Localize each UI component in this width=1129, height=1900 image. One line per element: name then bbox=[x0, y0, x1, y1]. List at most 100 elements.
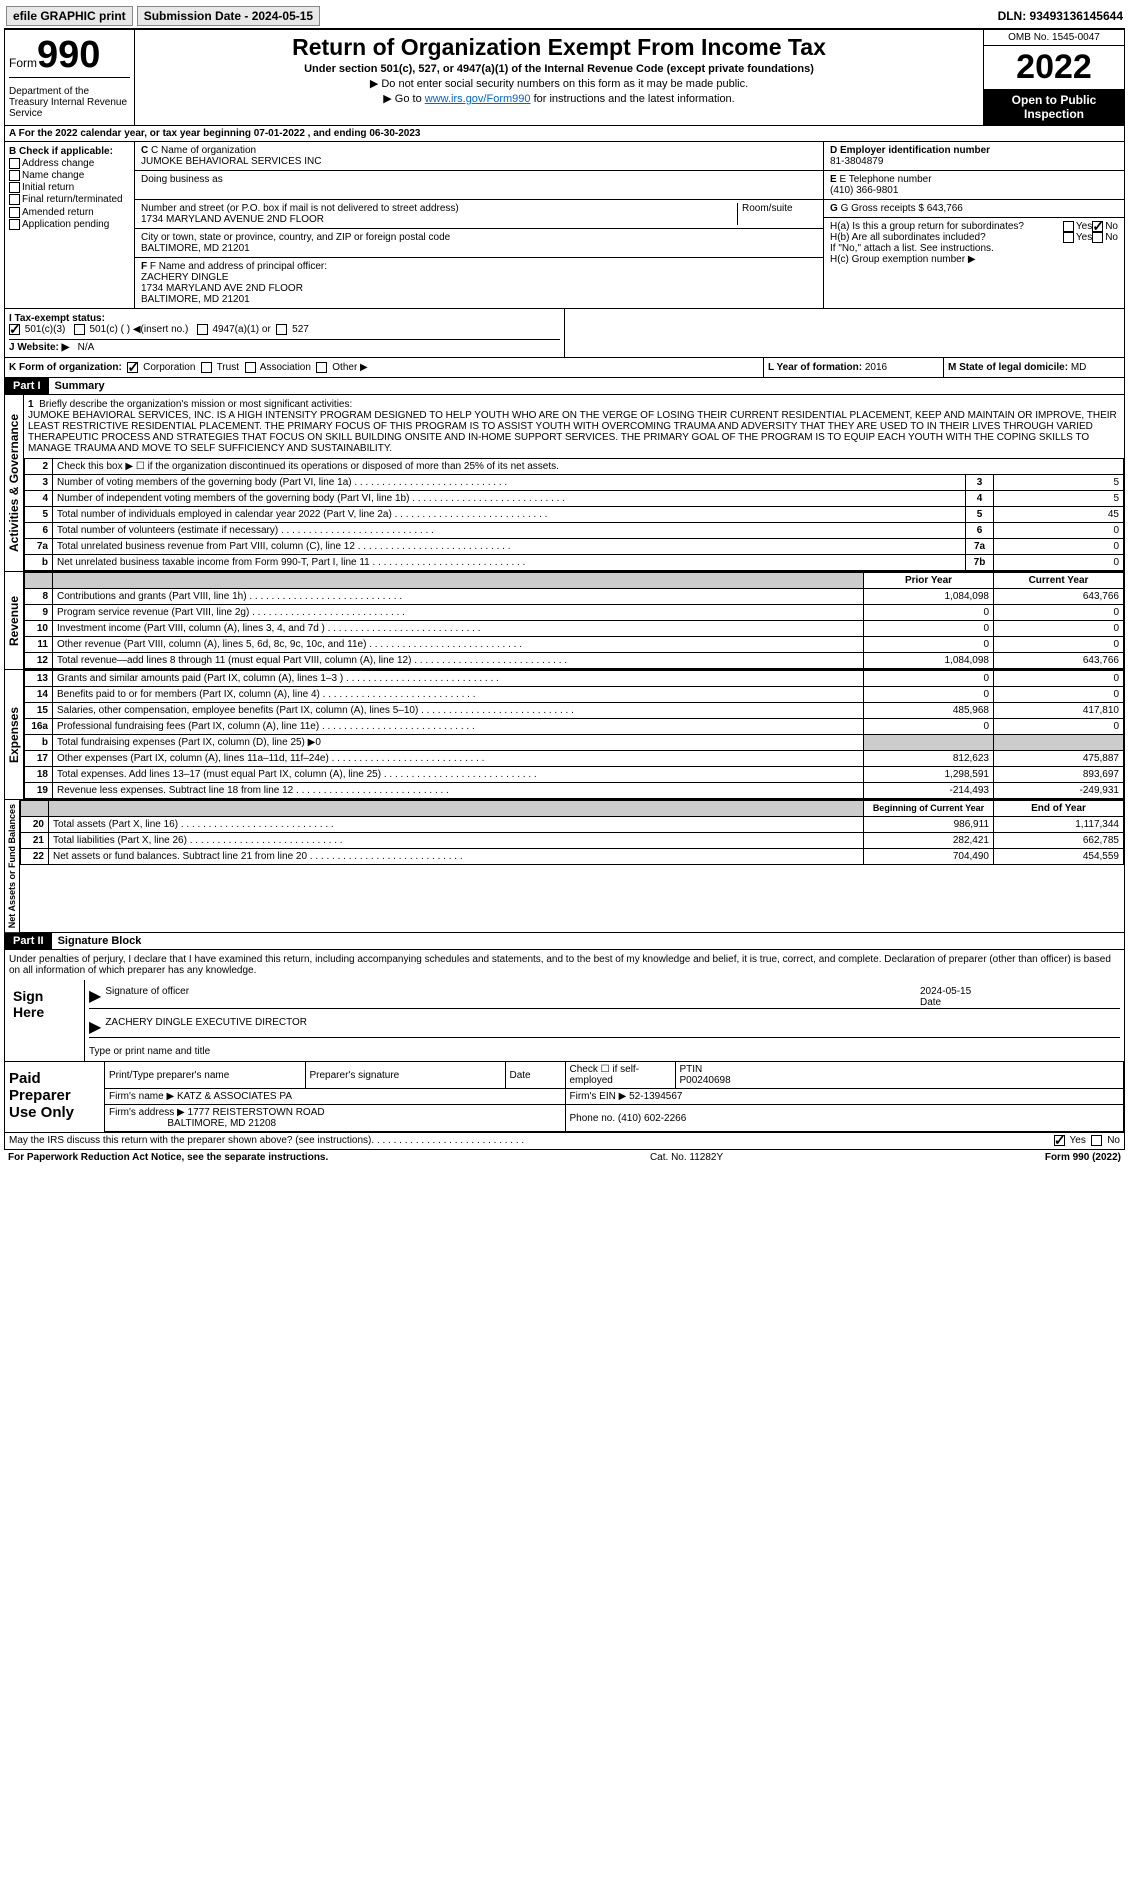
table-row: 8Contributions and grants (Part VIII, li… bbox=[25, 589, 1124, 605]
officer-name-title: ZACHERY DINGLE EXECUTIVE DIRECTOR bbox=[105, 1017, 307, 1037]
table-row: 13Grants and similar amounts paid (Part … bbox=[25, 671, 1124, 687]
cb-initial-return[interactable]: Initial return bbox=[9, 182, 130, 193]
subtitle-3: ▶ Go to www.irs.gov/Form990 for instruct… bbox=[139, 92, 979, 105]
cb-address-change[interactable]: Address change bbox=[9, 158, 130, 169]
table-row: 22Net assets or fund balances. Subtract … bbox=[21, 849, 1124, 865]
table-row: 4Number of independent voting members of… bbox=[25, 491, 1124, 507]
bottom-line: For Paperwork Reduction Act Notice, see … bbox=[4, 1150, 1125, 1165]
ha-no[interactable] bbox=[1092, 221, 1103, 232]
city-label: City or town, state or province, country… bbox=[141, 232, 817, 243]
hc-label: H(c) Group exemption number ▶ bbox=[830, 254, 1118, 265]
part1-title: Summary bbox=[49, 378, 111, 394]
form-number-cell: Form990 Department of the Treasury Inter… bbox=[5, 30, 135, 125]
table-row: 14Benefits paid to or for members (Part … bbox=[25, 687, 1124, 703]
preparer-table: Print/Type preparer's name Preparer's si… bbox=[105, 1062, 1124, 1132]
table-row: 6Total number of volunteers (estimate if… bbox=[25, 523, 1124, 539]
prep-sig-label: Preparer's signature bbox=[305, 1062, 505, 1089]
table-row: bTotal fundraising expenses (Part IX, co… bbox=[25, 735, 1124, 751]
cb-4947[interactable] bbox=[197, 324, 208, 335]
discuss-text: May the IRS discuss this return with the… bbox=[9, 1135, 371, 1146]
cb-final-return[interactable]: Final return/terminated bbox=[9, 194, 130, 205]
officer-addr1: 1734 MARYLAND AVE 2ND FLOOR bbox=[141, 283, 817, 294]
f-label: F F Name and address of principal office… bbox=[141, 261, 817, 272]
prep-check: Check ☐ if self-employed bbox=[565, 1062, 675, 1089]
sub3-post: for instructions and the latest informat… bbox=[531, 93, 735, 105]
cb-assoc[interactable] bbox=[245, 362, 256, 373]
subtitle-2: ▶ Do not enter social security numbers o… bbox=[139, 77, 979, 90]
row-a-tax-year: A For the 2022 calendar year, or tax yea… bbox=[4, 126, 1125, 142]
discuss-yes[interactable] bbox=[1054, 1135, 1065, 1146]
department-label: Department of the Treasury Internal Reve… bbox=[9, 77, 130, 119]
d-label: D Employer identification number bbox=[830, 145, 1118, 156]
prep-date-label: Date bbox=[505, 1062, 565, 1089]
firm-addr2: BALTIMORE, MD 21208 bbox=[167, 1118, 276, 1129]
org-address: 1734 MARYLAND AVENUE 2ND FLOOR bbox=[141, 214, 737, 225]
prep-name-label: Print/Type preparer's name bbox=[105, 1062, 305, 1089]
cb-trust[interactable] bbox=[201, 362, 212, 373]
l-cell: L Year of formation: 2016 bbox=[764, 358, 944, 377]
sig-date: 2024-05-15 bbox=[920, 986, 971, 997]
omb-number: OMB No. 1545-0047 bbox=[984, 30, 1124, 46]
cb-app-pending[interactable]: Application pending bbox=[9, 219, 130, 230]
ptin-value: P00240698 bbox=[680, 1075, 731, 1086]
irs-link[interactable]: www.irs.gov/Form990 bbox=[425, 93, 531, 105]
vtab-netassets: Net Assets or Fund Balances bbox=[5, 800, 20, 932]
table-row: 10Investment income (Part VIII, column (… bbox=[25, 621, 1124, 637]
g-label: G Gross receipts $ bbox=[841, 203, 924, 214]
dba-label: Doing business as bbox=[141, 174, 817, 185]
firm-addr1: 1777 REISTERSTOWN ROAD bbox=[188, 1107, 325, 1118]
table-row: 15Salaries, other compensation, employee… bbox=[25, 703, 1124, 719]
col-c-org-info: C C Name of organization JUMOKE BEHAVIOR… bbox=[135, 142, 824, 308]
firm-phone: (410) 602-2266 bbox=[618, 1113, 686, 1124]
part1-header-row: Part I Summary bbox=[4, 378, 1125, 395]
table-row: 9Program service revenue (Part VIII, lin… bbox=[25, 605, 1124, 621]
submission-date-button[interactable]: Submission Date - 2024-05-15 bbox=[137, 6, 320, 26]
signature-block: Under penalties of perjury, I declare th… bbox=[4, 950, 1125, 1133]
cb-other[interactable] bbox=[316, 362, 327, 373]
addr-label: Number and street (or P.O. box if mail i… bbox=[141, 203, 737, 214]
cb-corp[interactable] bbox=[127, 362, 138, 373]
discuss-row: May the IRS discuss this return with the… bbox=[4, 1133, 1125, 1149]
ha-label: H(a) Is this a group return for subordin… bbox=[830, 221, 1063, 232]
cb-501c3[interactable] bbox=[9, 324, 20, 335]
table-row: 12Total revenue—add lines 8 through 11 (… bbox=[25, 653, 1124, 669]
dln-label: DLN: 93493136145644 bbox=[998, 9, 1123, 23]
ein-value: 81-3804879 bbox=[830, 156, 1118, 167]
c-label: C C Name of organization bbox=[141, 145, 817, 156]
discuss-no[interactable] bbox=[1091, 1135, 1102, 1146]
type-label: Type or print name and title bbox=[89, 1046, 1120, 1057]
hb-no[interactable] bbox=[1092, 232, 1103, 243]
room-label: Room/suite bbox=[742, 203, 817, 214]
open-to-public: Open to Public Inspection bbox=[984, 89, 1124, 125]
cb-name-change[interactable]: Name change bbox=[9, 170, 130, 181]
ha-yes[interactable] bbox=[1063, 221, 1074, 232]
gross-receipts: 643,766 bbox=[927, 203, 963, 214]
netassets-table: Beginning of Current YearEnd of Year 20T… bbox=[20, 800, 1124, 865]
table-row: 20Total assets (Part X, line 16)986,9111… bbox=[21, 817, 1124, 833]
cat-no: Cat. No. 11282Y bbox=[650, 1152, 723, 1163]
sig-officer-label: Signature of officer bbox=[105, 986, 920, 1008]
year-cell: OMB No. 1545-0047 2022 Open to Public In… bbox=[984, 30, 1124, 125]
officer-addr2: BALTIMORE, MD 21201 bbox=[141, 294, 817, 305]
org-city: BALTIMORE, MD 21201 bbox=[141, 243, 817, 254]
table-row: 16aProfessional fundraising fees (Part I… bbox=[25, 719, 1124, 735]
cb-527[interactable] bbox=[276, 324, 287, 335]
form-word: Form bbox=[9, 56, 37, 70]
cb-501c[interactable] bbox=[74, 324, 85, 335]
hb-yes[interactable] bbox=[1063, 232, 1074, 243]
col-prior: Prior Year bbox=[864, 573, 994, 589]
line2: Check this box ▶ ☐ if the organization d… bbox=[53, 459, 1124, 475]
i-row: I Tax-exempt status: 501(c)(3) 501(c) ( … bbox=[9, 313, 560, 335]
cb-amended[interactable]: Amended return bbox=[9, 207, 130, 218]
paperwork-notice: For Paperwork Reduction Act Notice, see … bbox=[8, 1152, 328, 1163]
phone-value: (410) 366-9801 bbox=[830, 185, 1118, 196]
col-current: Current Year bbox=[994, 573, 1124, 589]
firm-name: KATZ & ASSOCIATES PA bbox=[177, 1091, 292, 1102]
vtab-expenses: Expenses bbox=[5, 670, 24, 799]
efile-print-button[interactable]: efile GRAPHIC print bbox=[6, 6, 133, 26]
table-row: 5Total number of individuals employed in… bbox=[25, 507, 1124, 523]
table-row: 17Other expenses (Part IX, column (A), l… bbox=[25, 751, 1124, 767]
tax-year: 2022 bbox=[984, 46, 1124, 89]
vtab-revenue: Revenue bbox=[5, 572, 24, 669]
part2-title: Signature Block bbox=[52, 933, 148, 949]
